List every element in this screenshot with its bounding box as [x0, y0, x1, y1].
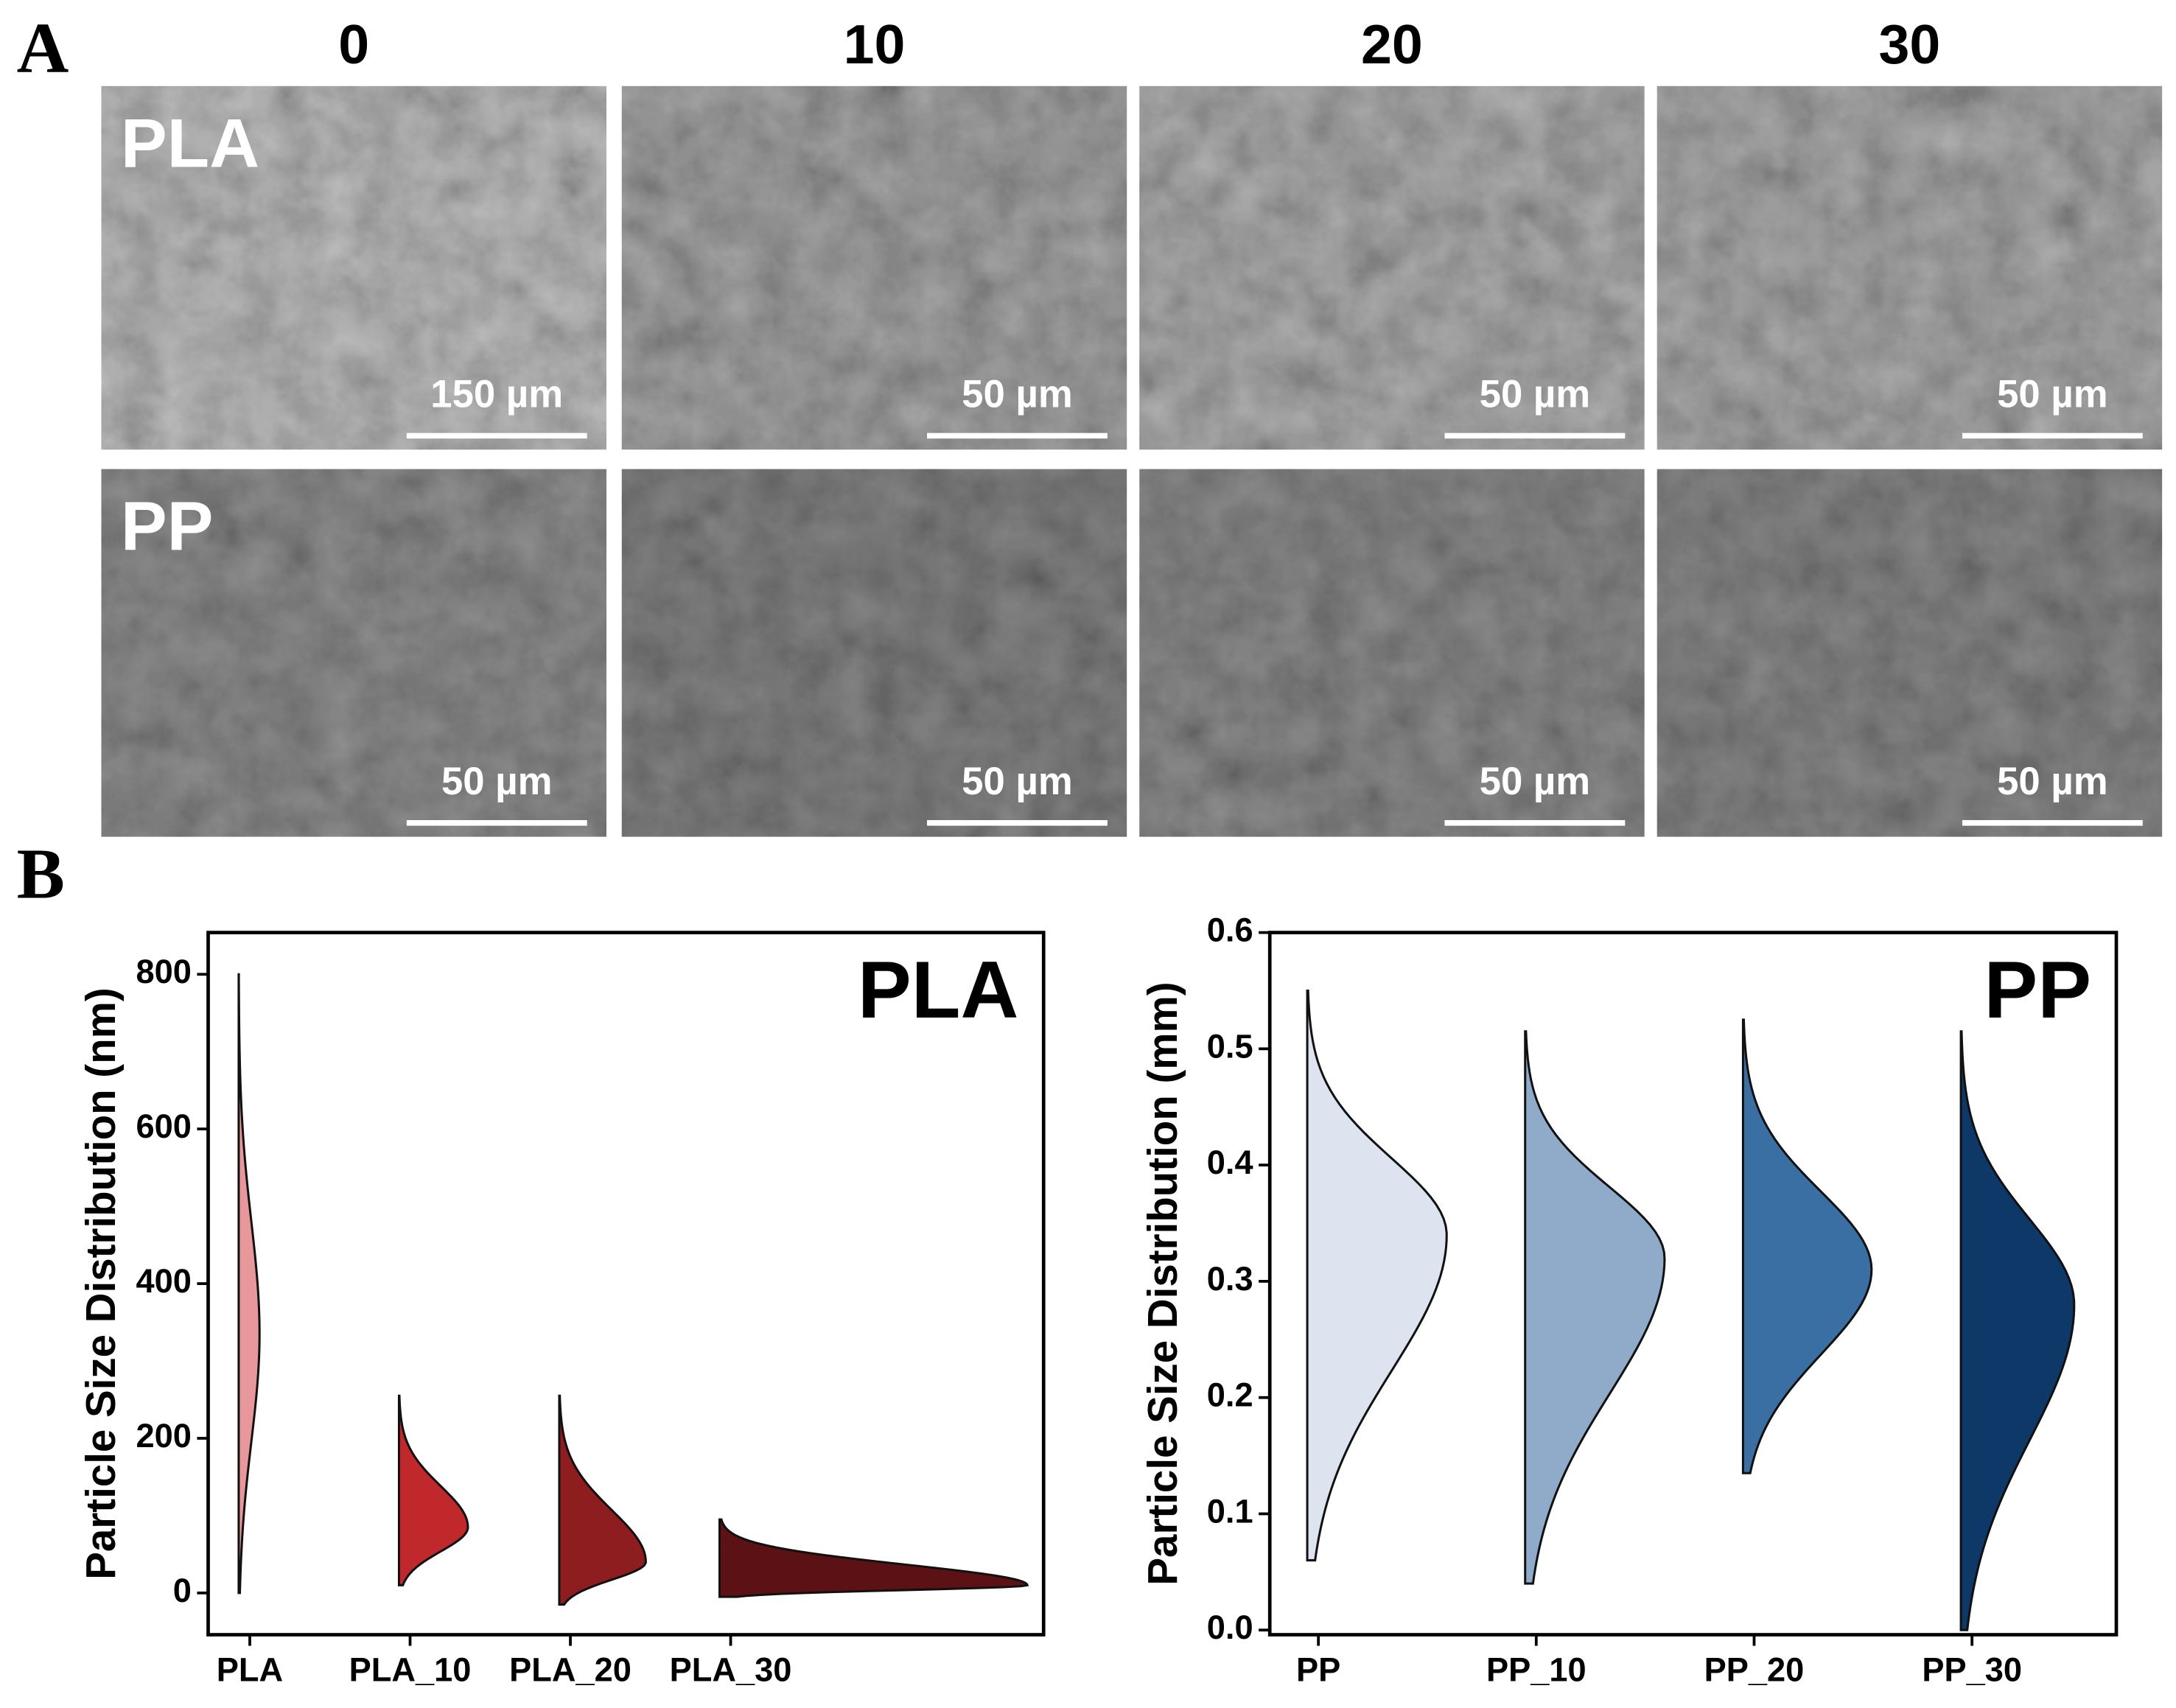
- y-tick-label: 600: [136, 1107, 191, 1145]
- sem-texture: [1657, 85, 2163, 450]
- sem-texture: [101, 469, 606, 837]
- y-axis-title: Particle Size Distribution (nm): [77, 987, 124, 1579]
- sem-texture: [621, 85, 1127, 450]
- y-tick-label: 0.6: [1207, 911, 1253, 949]
- sem-texture: [101, 85, 606, 450]
- scale-bar-label: 50 µm: [1997, 373, 2108, 416]
- scale-bar-label: 50 µm: [1480, 760, 1591, 803]
- y-tick-label: 800: [136, 953, 191, 990]
- sem-texture: [1657, 469, 2163, 837]
- violin: [1524, 1030, 1666, 1585]
- scale-bar-label: 50 µm: [962, 760, 1073, 803]
- y-tick-label: 0.3: [1207, 1260, 1253, 1298]
- y-tick-label: 0.2: [1207, 1376, 1253, 1414]
- panel-label: A: [17, 9, 69, 88]
- violin: [1306, 989, 1448, 1562]
- y-tick-label: 0.5: [1207, 1027, 1253, 1065]
- column-header: 0: [338, 13, 369, 75]
- violin: [237, 973, 261, 1595]
- y-tick-label: 0: [173, 1572, 192, 1609]
- scale-bar-label: 150 µm: [430, 373, 563, 416]
- scale-bar-label: 50 µm: [1480, 373, 1591, 416]
- y-axis-title: Particle Size Distribution (mm): [1139, 981, 1186, 1585]
- row-label: PLA: [121, 104, 259, 181]
- panel-label: B: [17, 834, 65, 914]
- sem-texture: [1139, 469, 1645, 837]
- x-tick-label: PP_10: [1486, 1651, 1586, 1688]
- violin: [718, 1518, 1029, 1598]
- y-tick-label: 0.1: [1207, 1492, 1253, 1530]
- x-tick-label: PLA_10: [349, 1651, 472, 1688]
- column-header: 30: [1879, 13, 1941, 75]
- scale-bar-label: 50 µm: [441, 760, 553, 803]
- column-header: 20: [1361, 13, 1423, 75]
- column-header: 10: [844, 13, 906, 75]
- sem-texture: [1139, 85, 1645, 450]
- chart-title: PLA: [858, 945, 1018, 1035]
- x-tick-label: PLA: [217, 1651, 283, 1688]
- x-tick-label: PLA_20: [509, 1651, 632, 1688]
- charts: 0 200 400 600 800 Particle Size Distribution …: [77, 911, 2119, 1688]
- violin: [558, 1394, 647, 1606]
- row-label: PP: [121, 487, 214, 564]
- sem-texture: [621, 469, 1127, 837]
- y-tick-label: 0.4: [1207, 1144, 1253, 1181]
- x-tick-label: PP: [1296, 1651, 1340, 1688]
- violin: [397, 1394, 469, 1586]
- violin: [1741, 1018, 1873, 1474]
- plot-frame: [1267, 931, 2119, 1637]
- y-tick-label: 0.0: [1207, 1609, 1253, 1646]
- scale-bar-label: 50 µm: [962, 373, 1073, 416]
- scale-bar-label: 50 µm: [1997, 760, 2108, 803]
- chart-title: PP: [1984, 945, 2091, 1035]
- x-tick-label: PP_20: [1704, 1651, 1805, 1688]
- sem-grid: 0 10 20 30 150 µm 50 µm 50 µm 50 µm PLA 50 µm 50 µ…: [101, 13, 2163, 837]
- violin: [1959, 1030, 2076, 1631]
- x-tick-label: PP_30: [1922, 1651, 2022, 1688]
- y-tick-label: 400: [136, 1262, 191, 1300]
- x-tick-label: PLA_30: [670, 1651, 792, 1688]
- y-tick-label: 200: [136, 1417, 191, 1455]
